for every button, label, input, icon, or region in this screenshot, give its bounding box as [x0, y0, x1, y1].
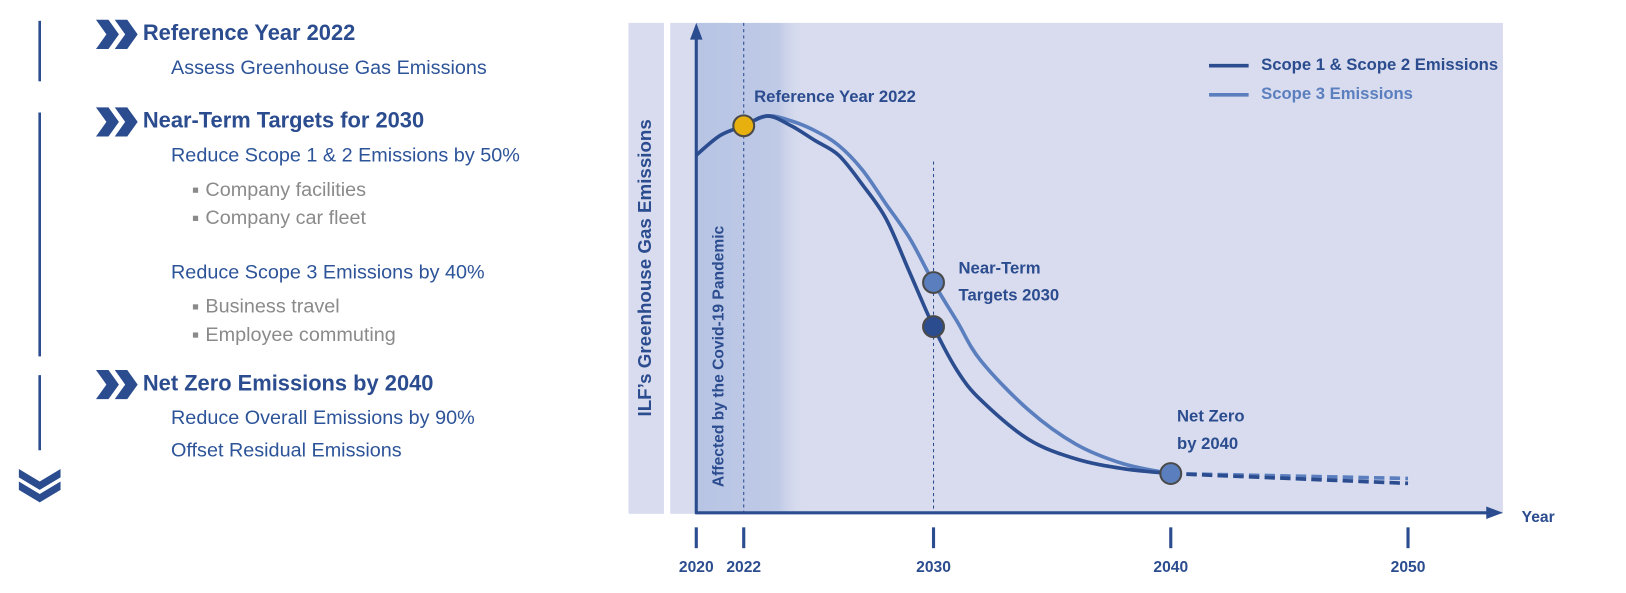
- y-axis-label: ILF’s Greenhouse Gas Emissions: [634, 119, 655, 416]
- section-line: Reduce Overall Emissions by 90%: [171, 407, 475, 429]
- section-line: Assess Greenhouse Gas Emissions: [171, 57, 487, 79]
- bullet: [192, 215, 199, 221]
- x-tick-label: 2020: [679, 559, 714, 576]
- bullet-text: Company facilities: [205, 179, 366, 201]
- chevron: [114, 369, 138, 400]
- milestone-label: Net Zero: [1177, 407, 1245, 426]
- section-line: Offset Residual Emissions: [171, 439, 402, 461]
- chevron: [95, 107, 119, 137]
- plot-background: [670, 22, 1503, 514]
- shade-label: Affected by the Covid-19 Pandemic: [710, 225, 727, 487]
- bullet: [192, 304, 199, 310]
- bullet: [192, 187, 199, 193]
- x-tick-label: 2030: [916, 559, 951, 576]
- x-axis-label: Year: [1522, 509, 1555, 526]
- chevron-icon: [95, 107, 138, 137]
- section-line: Reduce Scope 1 & 2 Emissions by 50%: [171, 145, 520, 167]
- section-title: Near-Term Targets for 2030: [143, 108, 424, 133]
- milestone-label: Near-Term: [959, 258, 1041, 277]
- bullet-text: Business travel: [205, 296, 339, 318]
- series-line-projection: [1170, 471, 1409, 486]
- milestone-marker: [922, 315, 945, 339]
- bullet: [192, 332, 199, 338]
- chevron-icon: [95, 369, 138, 400]
- sidebar: Reference Year 2022 Assess Greenhouse Gas…: [95, 19, 520, 461]
- series-line: [742, 114, 1172, 476]
- x-tick-label: 2022: [726, 559, 761, 576]
- legend-label: Scope 1 & Scope 2 Emissions: [1261, 55, 1498, 74]
- chevron: [114, 107, 138, 137]
- milestone-marker: [922, 271, 945, 294]
- series-line: [695, 114, 1171, 476]
- chevron: [95, 19, 119, 49]
- down-chevrons: [18, 468, 61, 503]
- milestone-marker: [732, 114, 756, 138]
- chart: Affected by the Covid-19 Pandemic ILF’s G…: [634, 22, 1555, 576]
- chevron: [95, 369, 119, 400]
- section-title: Reference Year 2022: [143, 20, 355, 45]
- x-tick-label: 2040: [1153, 559, 1188, 576]
- series-line-projection: [1170, 471, 1409, 481]
- bullet-text: Company car fleet: [205, 207, 366, 229]
- chevron: [114, 19, 138, 49]
- y-axis-arrow: [690, 22, 703, 40]
- chevron-icon: [95, 19, 138, 49]
- milestone-label: Reference Year 2022: [754, 87, 916, 106]
- x-tick-label: 2050: [1391, 559, 1426, 576]
- legend-label: Scope 3 Emissions: [1261, 84, 1413, 103]
- milestone-label: Targets 2030: [959, 285, 1060, 304]
- covid-shade: [696, 22, 806, 513]
- x-axis-arrow: [1486, 506, 1503, 520]
- milestone-label: by 2040: [1177, 434, 1238, 453]
- section-title: Net Zero Emissions by 2040: [143, 370, 434, 395]
- section-line: Reduce Scope 3 Emissions by 40%: [171, 261, 485, 283]
- milestone-marker: [1159, 462, 1183, 486]
- bullet-text: Employee commuting: [205, 324, 395, 346]
- ylabel-strip: [628, 22, 664, 514]
